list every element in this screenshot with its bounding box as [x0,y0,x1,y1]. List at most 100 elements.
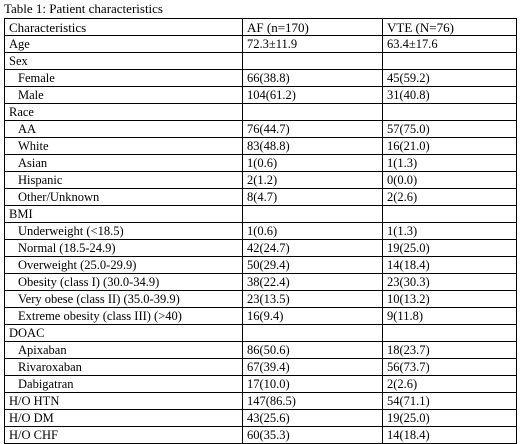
table-row: Female 66(38.8) 45(59.2) [4,69,517,87]
af-value-cell: 17(10.0) [242,375,383,393]
af-value-cell: 147(86.5) [242,392,383,410]
vte-value-cell [382,324,517,342]
vte-value-cell: 1(1.3) [382,154,517,172]
af-value-cell: 1(0.6) [242,222,383,240]
table-row: Apixaban 86(50.6) 18(23.7) [4,341,517,359]
row-label-cell: AA [4,120,243,138]
table-row: Very obese (class II) (35.0-39.9) 23(13.5… [4,290,517,308]
af-value-cell: 1(0.6) [242,154,383,172]
row-label-cell: Male [4,86,243,104]
table-row: H/O CHF 60(35.3) 14(18.4) [4,426,517,444]
row-label-cell: Obesity (class I) (30.0-34.9) [4,273,243,291]
table-row: Normal (18.5-24.9) 42(24.7) 19(25.0) [4,239,517,257]
vte-value-cell: 16(21.0) [382,137,517,155]
vte-value-cell: 54(71.1) [382,392,517,410]
af-value-cell: 23(13.5) [242,290,383,308]
vte-value-cell [382,52,517,70]
table-row: Age 72.3±11.9 63.4±17.6 [4,35,517,53]
af-value-cell: 67(39.4) [242,358,383,376]
vte-value-cell: 0(0.0) [382,171,517,189]
af-value-cell: 2(1.2) [242,171,383,189]
vte-value-cell: 9(11.8) [382,307,517,325]
row-label-cell: Race [4,103,243,121]
row-label-cell: Normal (18.5-24.9) [4,239,243,257]
table-row: White 83(48.8) 16(21.0) [4,137,517,155]
row-label-cell: Underweight (<18.5) [4,222,243,240]
row-label-cell: H/O HTN [4,392,243,410]
vte-value-cell: 1(1.3) [382,222,517,240]
row-label-cell: H/O CHF [4,426,243,444]
af-value-cell: 42(24.7) [242,239,383,257]
vte-value-cell: 10(13.2) [382,290,517,308]
table-header-row: Characteristics AF (n=170) VTE (N=76) [4,18,517,36]
vte-value-cell: 57(75.0) [382,120,517,138]
vte-value-cell: 45(59.2) [382,69,517,87]
af-value-cell: 83(48.8) [242,137,383,155]
row-label-cell: Hispanic [4,171,243,189]
table-row: DOAC [4,324,517,342]
vte-value-cell: 2(2.6) [382,188,517,206]
row-label-cell: Age [4,35,243,53]
af-value-cell [242,324,383,342]
af-value-cell [242,103,383,121]
af-value-cell: 76(44.7) [242,120,383,138]
table-row: H/O HTN 147(86.5) 54(71.1) [4,392,517,410]
af-value-cell: 43(25.6) [242,409,383,427]
row-label-cell: Extreme obesity (class III) (>40) [4,307,243,325]
row-label-cell: White [4,137,243,155]
row-label-cell: Overweight (25.0-29.9) [4,256,243,274]
vte-value-cell [382,205,517,223]
vte-value-cell: 31(40.8) [382,86,517,104]
column-header-characteristics: Characteristics [4,18,243,36]
row-label-cell: Asian [4,154,243,172]
row-label-cell: H/O DM [4,409,243,427]
table-row: Underweight (<18.5) 1(0.6) 1(1.3) [4,222,517,240]
af-value-cell: 8(4.7) [242,188,383,206]
af-value-cell: 72.3±11.9 [242,35,383,53]
table-row: Other/Unknown 8(4.7) 2(2.6) [4,188,517,206]
table-row: AA 76(44.7) 57(75.0) [4,120,517,138]
row-label-cell: DOAC [4,324,243,342]
table-row: Race [4,103,517,121]
column-header-af: AF (n=170) [242,18,383,36]
table-row: Extreme obesity (class III) (>40) 16(9.4)… [4,307,517,325]
af-value-cell [242,52,383,70]
table-row: Obesity (class I) (30.0-34.9) 38(22.4) 23(… [4,273,517,291]
af-value-cell: 38(22.4) [242,273,383,291]
row-label-cell: BMI [4,205,243,223]
vte-value-cell: 14(18.4) [382,426,517,444]
vte-value-cell: 56(73.7) [382,358,517,376]
table-row: BMI [4,205,517,223]
vte-value-cell: 19(25.0) [382,239,517,257]
af-value-cell: 66(38.8) [242,69,383,87]
table-body: Characteristics AF (n=170) VTE (N=76) Ag… [4,18,517,444]
table-row: Hispanic 2(1.2) 0(0.0) [4,171,517,189]
table-row: Sex [4,52,517,70]
vte-value-cell: 23(30.3) [382,273,517,291]
table-caption: Table 1: Patient characteristics [4,1,163,16]
row-label-cell: Apixaban [4,341,243,359]
table-row: H/O DM 43(25.6) 19(25.0) [4,409,517,427]
table-row: Dabigatran 17(10.0) 2(2.6) [4,375,517,393]
column-header-vte: VTE (N=76) [382,18,517,36]
table-row: Overweight (25.0-29.9) 50(29.4) 14(18.4) [4,256,517,274]
table-row: Male 104(61.2) 31(40.8) [4,86,517,104]
vte-value-cell: 18(23.7) [382,341,517,359]
row-label-cell: Female [4,69,243,87]
af-value-cell: 50(29.4) [242,256,383,274]
af-value-cell: 104(61.2) [242,86,383,104]
row-label-cell: Rivaroxaban [4,358,243,376]
vte-value-cell: 63.4±17.6 [382,35,517,53]
vte-value-cell: 2(2.6) [382,375,517,393]
af-value-cell: 86(50.6) [242,341,383,359]
row-label-cell: Dabigatran [4,375,243,393]
vte-value-cell: 19(25.0) [382,409,517,427]
vte-value-cell [382,103,517,121]
row-label-cell: Other/Unknown [4,188,243,206]
table-row: Rivaroxaban 67(39.4) 56(73.7) [4,358,517,376]
table-row: Asian 1(0.6) 1(1.3) [4,154,517,172]
af-value-cell: 16(9.4) [242,307,383,325]
row-label-cell: Sex [4,52,243,70]
af-value-cell [242,205,383,223]
patient-characteristics-table: Characteristics AF (n=170) VTE (N=76) Ag… [4,18,517,444]
